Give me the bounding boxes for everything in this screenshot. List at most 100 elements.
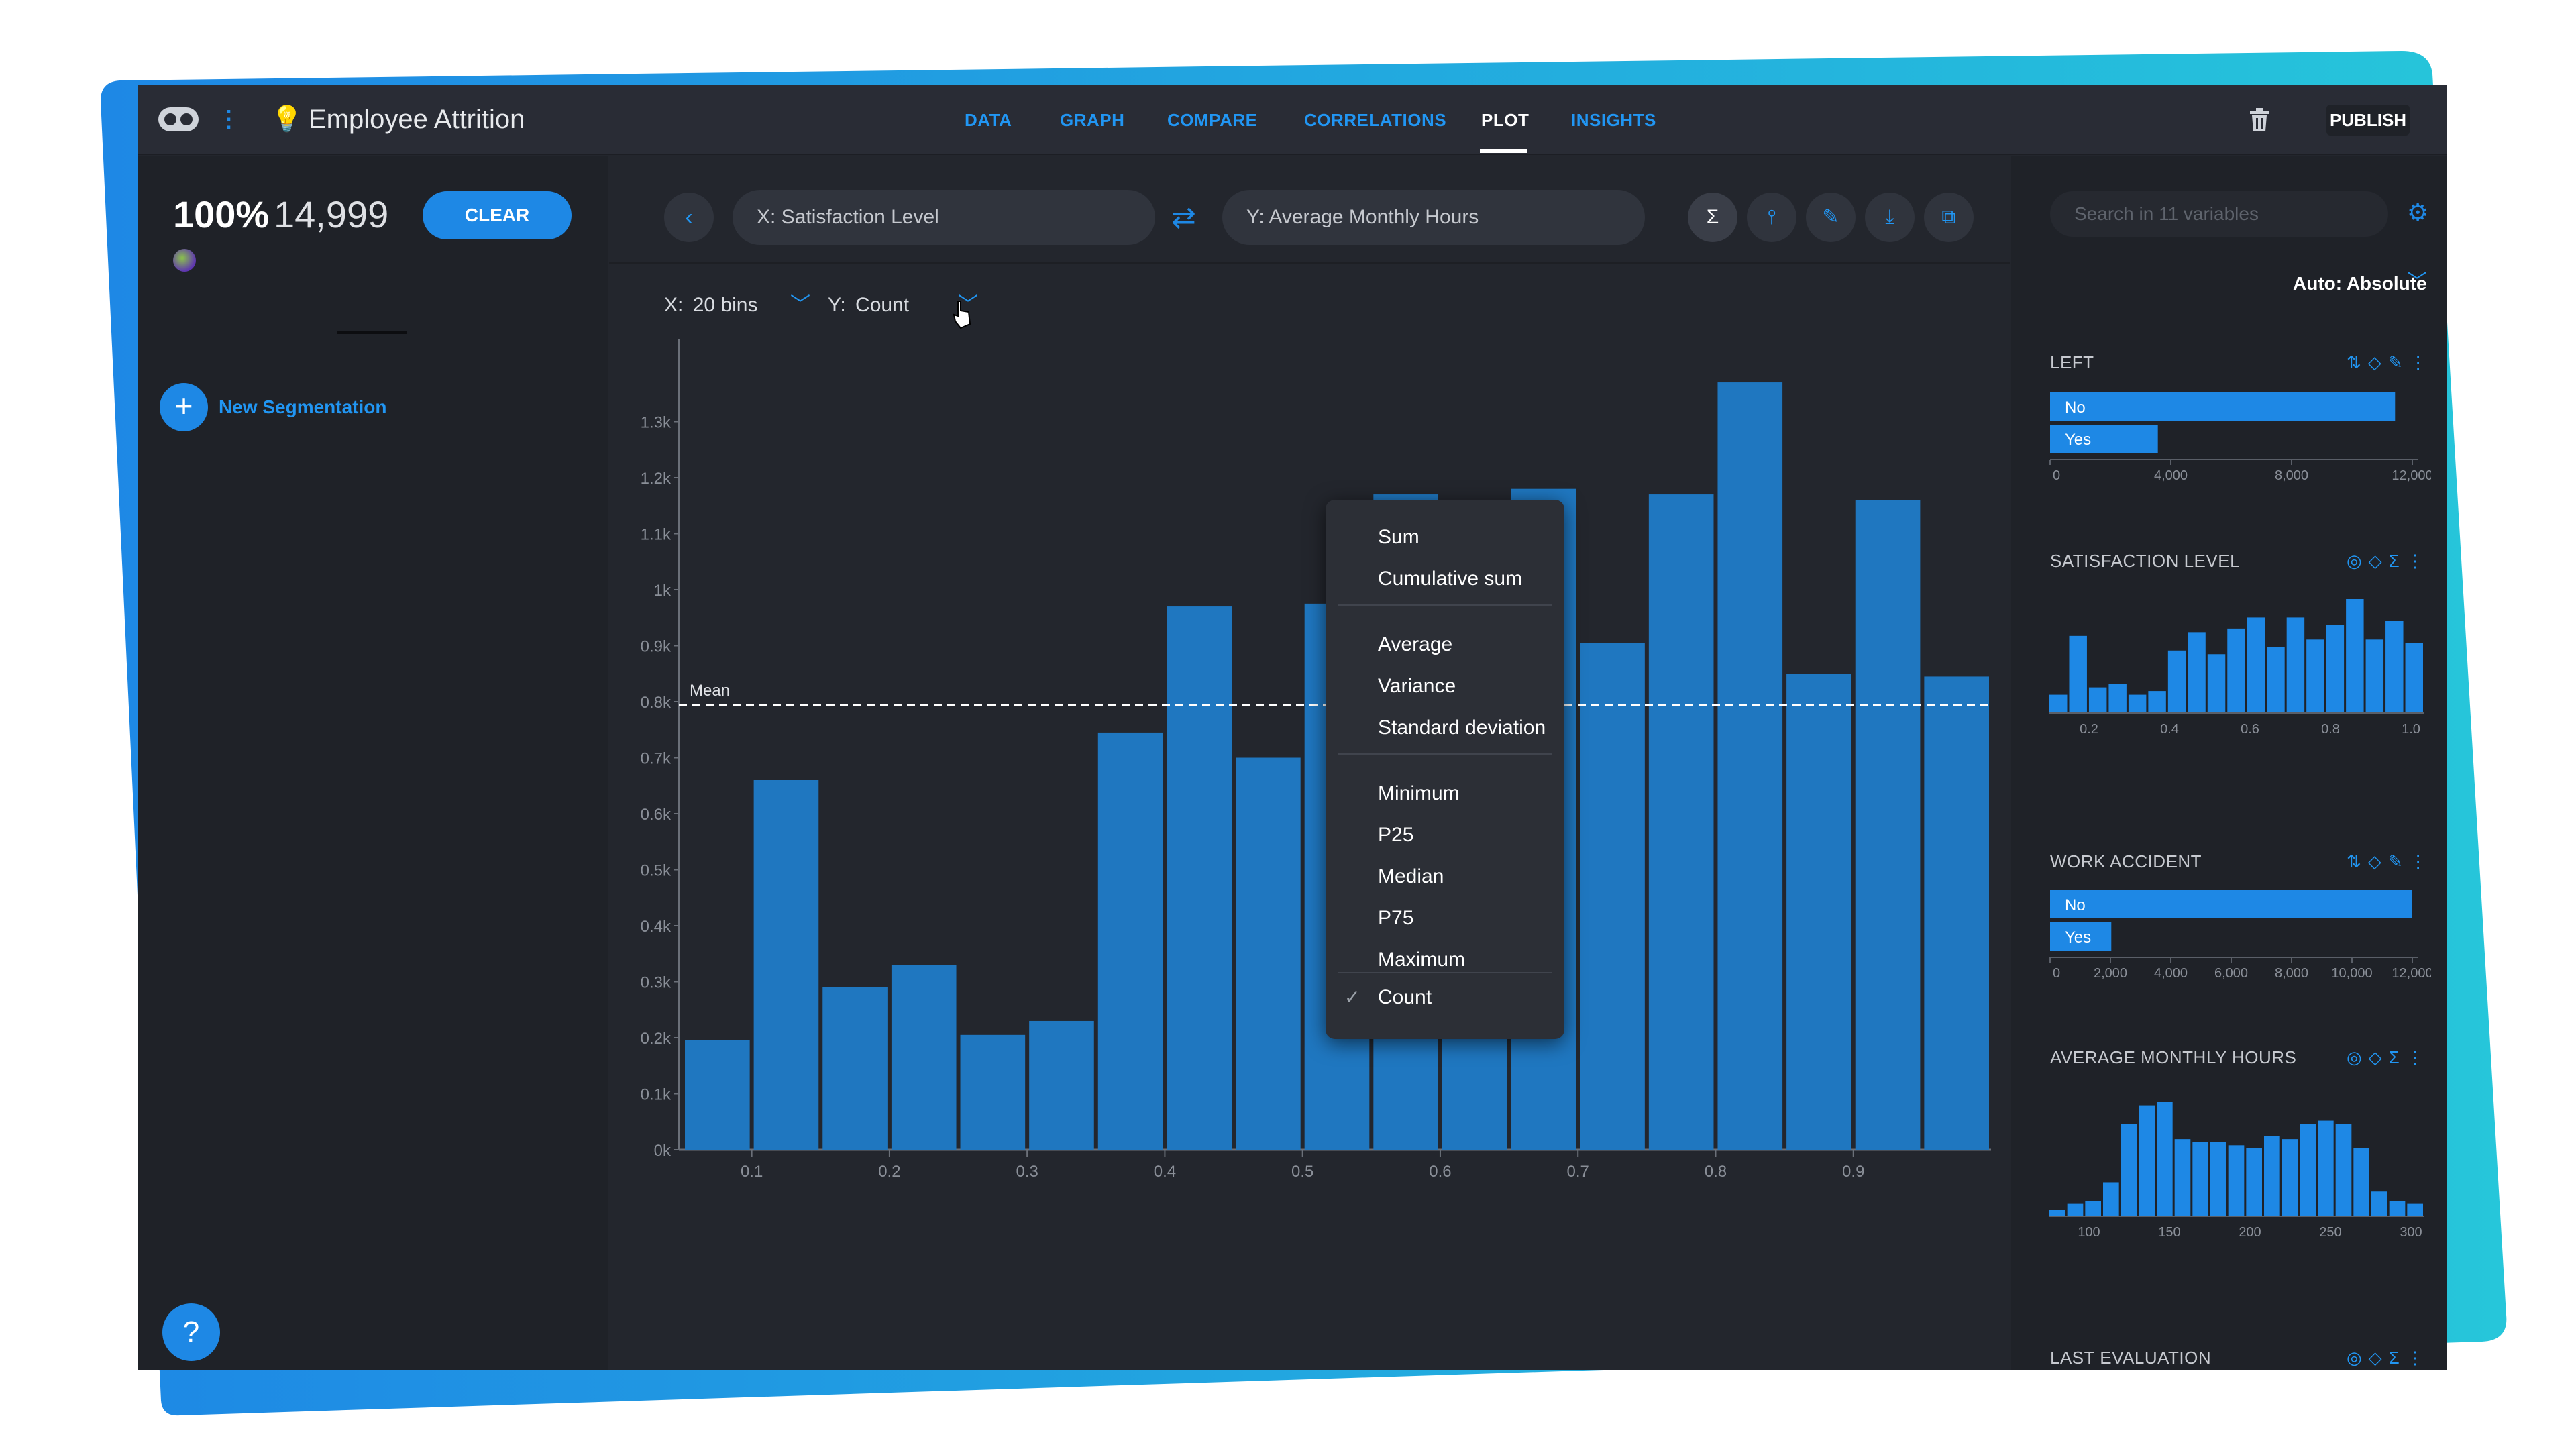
section-actions-icons[interactable]: ⇅◇✎⋮ [2347,851,2434,871]
app-title: Employee Attrition [309,105,525,134]
category-label: Yes [2065,928,2091,947]
histogram-bar [2405,643,2423,713]
menu-item-average[interactable]: Average [1378,633,1453,655]
new-segmentation-link[interactable]: New Segmentation [219,396,387,417]
plus-icon[interactable]: + [160,383,208,431]
publish-button[interactable]: PUBLISH [2326,105,2410,136]
mini-tick-label: 1.0 [2402,722,2420,737]
scale-mode-selector[interactable]: Auto: Absolute [2293,273,2427,294]
y-tick-label: 0.5k [641,862,672,880]
section-title-hours: AVERAGE MONTHLY HOURS [2050,1047,2297,1067]
sigma-icon[interactable]: Σ [1688,193,1737,242]
nav-plot[interactable]: PLOT [1481,110,1529,130]
histogram-bar [2306,639,2324,713]
category-bar [2050,425,2158,453]
category-bar [2050,890,2412,918]
histogram-bar [2188,632,2206,713]
back-icon[interactable]: ‹ [664,193,714,242]
histogram-bar [2267,647,2285,713]
help-button[interactable]: ? [162,1303,220,1361]
histogram-bar [2049,694,2068,713]
clear-button[interactable]: CLEAR [423,191,572,239]
chevron-down-icon[interactable]: ﹀ [2407,271,2427,293]
x-tick-label: 0.9 [1842,1163,1864,1181]
histogram-bar [2227,628,2245,713]
histogram-bar [2353,1148,2369,1216]
histogram-chart[interactable]: 0k 0.1k 0.2k 0.3k 0.4k 0.5k 0.6k 0.7k 0.8k 0.9k 1k… [609,265,2010,1370]
globe-icon [173,249,196,272]
menu-item-minimum[interactable]: Minimum [1378,782,1460,804]
download-icon[interactable]: ⤓ [1865,193,1915,242]
brush-icon[interactable]: ✎ [1806,193,1856,242]
histogram-bar [2167,650,2186,713]
nav-graph[interactable]: GRAPH [1060,110,1125,130]
mini-tick-label: 200 [2239,1225,2261,1240]
x-bins-value[interactable]: 20 bins [692,294,758,316]
trash-icon[interactable] [2249,107,2270,133]
histogram-bar [2389,1201,2406,1216]
nav-correlations[interactable]: CORRELATIONS [1304,110,1447,130]
x-tick-label: 0.2 [878,1163,900,1181]
menu-item-p25[interactable]: P25 [1378,824,1414,846]
mini-tick-label: 6,000 [2214,966,2248,981]
category-label: No [2065,398,2086,417]
settings-gear-icon[interactable]: ⚙ [2407,199,2429,226]
x-tick-label: 0.3 [1016,1163,1038,1181]
y-tick-label: 1k [654,582,672,600]
histogram-bar [822,987,888,1150]
menu-item-p75[interactable]: P75 [1378,907,1414,929]
category-label: No [2065,896,2086,914]
x-variable-selector[interactable]: X: Satisfaction Level [733,190,1155,245]
histogram-bar [2121,1124,2137,1216]
work-accident-bar-chart[interactable]: No Yes 0 2,000 4,000 6,000 8,000 10,000 12,000 [2049,882,2431,983]
mini-tick-label: 4,000 [2154,468,2188,483]
y-tick-label: 0k [654,1142,672,1160]
section-actions-icons[interactable]: ◎◇Σ⋮ [2347,551,2430,571]
section-actions-icons[interactable]: ⇅◇✎⋮ [2347,352,2434,372]
histogram-bar [2085,1201,2101,1216]
histogram-bar [2069,635,2087,713]
histogram-bar [2264,1136,2280,1216]
x-tick-label: 0.4 [1154,1163,1176,1181]
left-bar-chart[interactable]: No Yes 0 4,000 8,000 12,000 [2049,384,2431,485]
vertical-dots-icon[interactable]: ⋮ [217,107,240,132]
menu-item-sum[interactable]: Sum [1378,526,1419,548]
category-bar [2050,392,2396,421]
section-actions-icons[interactable]: ◎◇Σ⋮ [2347,1348,2430,1368]
pin-icon[interactable]: ⫯ [1747,193,1796,242]
right-sidebar: Search in 11 variables ⚙ Auto: Absolute … [2011,156,2447,1370]
plot-area: 0k 0.1k 0.2k 0.3k 0.4k 0.5k 0.6k 0.7k 0.8k 0.9k 1k… [609,265,2010,1370]
menu-item-median[interactable]: Median [1378,865,1444,888]
menu-item-variance[interactable]: Variance [1378,675,1456,697]
satisfaction-histogram[interactable]: 0.2 0.4 0.6 0.8 1.0 [2049,592,2431,747]
chevron-down-icon[interactable]: ﹀ [790,294,810,316]
y-aggregation-value[interactable]: Count [855,294,910,316]
y-control: Y: Count [828,292,909,319]
menu-item-maximum[interactable]: Maximum [1378,949,1466,971]
y-variable-selector[interactable]: Y: Average Monthly Hours [1222,190,1645,245]
export-icon[interactable]: ⧉ [1924,193,1974,242]
section-title-work-accident: WORK ACCIDENT [2050,851,2202,871]
nav-insights[interactable]: INSIGHTS [1571,110,1656,130]
nav-compare[interactable]: COMPARE [1167,110,1258,130]
swap-icon[interactable]: ⇄ [1171,201,1196,234]
variable-search-input[interactable]: Search in 11 variables [2050,191,2388,237]
menu-item-standard-deviation[interactable]: Standard deviation [1378,716,1546,739]
logo-icon[interactable] [157,105,200,134]
y-tick-label: 0.9k [641,638,672,656]
histogram-bar [1648,494,1714,1150]
lightbulb-icon: 💡 [271,105,303,133]
menu-item-count[interactable]: Count [1378,986,1432,1008]
menu-item-cumulative-sum[interactable]: Cumulative sum [1378,568,1523,590]
mini-tick-label: 8,000 [2275,966,2308,981]
menu-divider [1338,604,1552,606]
hours-histogram[interactable]: 100 150 200 250 300 [2049,1095,2431,1250]
checkmark-icon: ✓ [1344,987,1360,1008]
section-actions-icons[interactable]: ◎◇Σ⋮ [2347,1047,2430,1067]
nav-data[interactable]: DATA [965,110,1012,130]
selection-count: 14,999 [274,193,389,235]
mini-tick-label: 0.8 [2321,722,2340,737]
category-bar [2050,922,2112,951]
y-tick-label: 0.6k [641,806,672,824]
mini-tick-label: 8,000 [2275,468,2308,483]
